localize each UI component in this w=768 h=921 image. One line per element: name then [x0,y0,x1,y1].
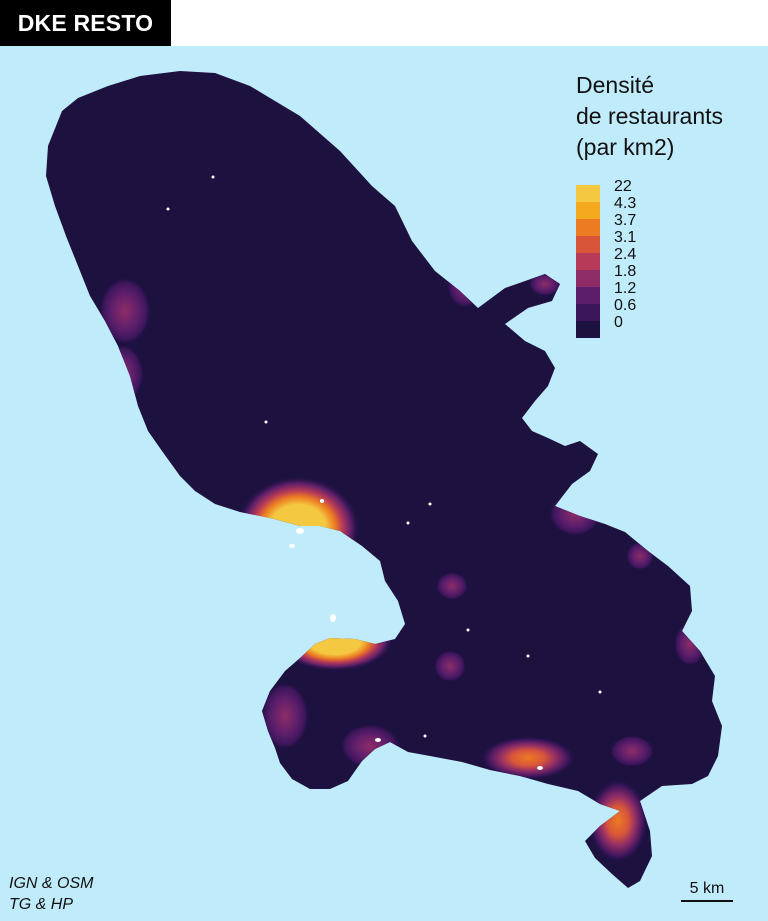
legend-swatch [576,236,600,253]
island-landmass [46,71,722,888]
scale-line [681,900,733,902]
hotspot-ducos [434,650,466,682]
map-panel[interactable] [0,46,768,921]
hotspot-north-west-coast [99,277,151,345]
legend-swatch [576,219,600,236]
martinique-density-map [0,46,768,921]
credits-source: IGN & OSM [9,875,94,892]
map-credits: IGN & OSM TG & HP [9,873,93,915]
legend-class-label: 3.7 [614,212,637,229]
legend-title-line: (par km2) [576,134,675,160]
legend-class-label: 3.1 [614,229,637,246]
legend-swatch [576,270,600,287]
legend-class-label: 0.6 [614,297,637,314]
legend-swatch [576,253,600,270]
hotspot-sainte-anne [588,779,648,863]
legend-swatch [576,185,600,202]
legend-class-label: 0 [614,314,623,331]
legend-class-label: 22 [614,178,632,195]
legend-class-label: 2.4 [614,246,637,263]
hotspot-vauclin [610,735,654,767]
scale-bar: 5 km [681,880,733,902]
legend-title: Densité de restaurants (par km2) [576,70,756,163]
scale-label: 5 km [689,880,725,897]
legend-color-ramp [576,185,600,338]
credits-authors: TG & HP [9,896,74,913]
hotspot-sainte-luce [480,736,576,780]
legend-swatch [576,321,600,338]
legend-title-line: de restaurants [576,103,724,129]
legend-class-label: 4.3 [614,195,637,212]
urban-gaps [166,175,602,770]
legend-swatch [576,202,600,219]
map-title: DKE RESTO [0,0,171,46]
legend-title-line: Densité [576,72,654,98]
legend-class-labels: 22 4.3 3.7 3.1 2.4 1.8 1.2 0.6 0 [614,178,636,331]
legend-swatch [576,304,600,321]
legend-class-label: 1.8 [614,263,637,280]
hotspot-lamentin [436,572,468,600]
legend-swatch [576,287,600,304]
legend-class-label: 1.2 [614,280,637,297]
hotspot-south-west [261,682,309,750]
